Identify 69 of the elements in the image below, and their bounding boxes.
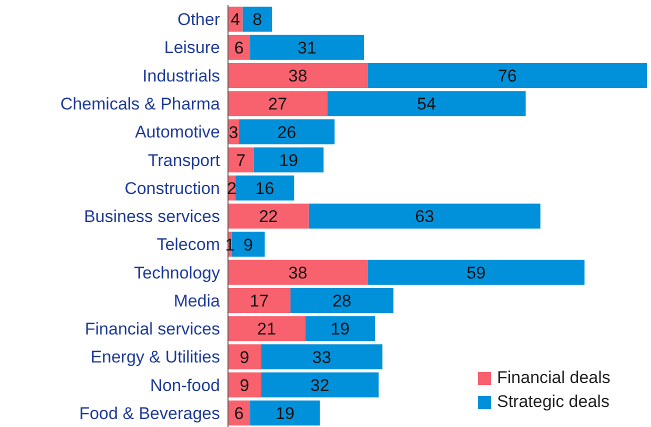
data-label: 4 <box>230 10 240 30</box>
data-label: 21 <box>257 320 276 339</box>
bar <box>250 34 364 60</box>
data-label: 19 <box>279 150 298 170</box>
data-label: 38 <box>288 263 308 282</box>
legend-label: Financial deals <box>497 368 610 388</box>
bar <box>254 147 324 172</box>
y-tick-label: Financial services <box>84 320 220 339</box>
y-tick-label: Energy & Utilities <box>90 348 220 367</box>
bar <box>228 344 262 370</box>
legend-label: Strategic deals <box>497 392 610 412</box>
data-label: 9 <box>240 376 250 395</box>
data-label: 54 <box>417 94 436 114</box>
data-label: 22 <box>258 207 278 226</box>
bar <box>228 147 254 172</box>
y-tick-label: Food & Beverages <box>79 404 220 423</box>
data-label: 7 <box>236 150 246 170</box>
data-label: 1 <box>225 235 235 254</box>
data-label: 38 <box>288 66 308 86</box>
data-label: 16 <box>255 179 274 198</box>
data-label: 19 <box>330 320 350 339</box>
bar <box>228 204 309 229</box>
y-tick-label: Other <box>177 10 220 30</box>
data-label: 9 <box>243 235 253 254</box>
bar <box>239 119 335 144</box>
bar <box>305 316 376 342</box>
y-tick-label: Industrials <box>142 66 220 86</box>
data-label: 31 <box>298 38 316 58</box>
y-tick-label: Construction <box>124 178 220 198</box>
bar <box>228 91 328 116</box>
bar <box>228 260 368 285</box>
bar <box>228 372 262 398</box>
bar <box>368 62 647 88</box>
bar <box>228 62 368 88</box>
bar <box>327 91 526 116</box>
bar <box>228 316 306 342</box>
y-tick-label: Transport <box>148 150 220 170</box>
bar <box>242 6 272 32</box>
data-label: 26 <box>277 122 296 142</box>
data-label: 19 <box>276 404 294 424</box>
data-label: 28 <box>332 292 352 311</box>
y-tick-label: Telecom <box>156 235 220 254</box>
bar <box>228 288 290 314</box>
data-label: 27 <box>268 94 288 114</box>
y-tick-label: Chemicals & Pharma <box>60 94 221 114</box>
data-label: 59 <box>466 263 486 282</box>
data-label: 3 <box>228 122 238 142</box>
y-tick-label: Business services <box>84 207 220 226</box>
data-label: 9 <box>240 348 250 367</box>
bar <box>261 372 379 398</box>
data-label: 32 <box>310 376 330 395</box>
data-label: 8 <box>252 10 262 30</box>
data-label: 6 <box>234 404 244 424</box>
data-label: 6 <box>234 38 244 58</box>
data-label: 63 <box>415 207 434 226</box>
data-label: 33 <box>312 348 332 367</box>
data-label: 76 <box>498 66 517 86</box>
data-label: 17 <box>250 292 269 311</box>
bar <box>290 288 394 314</box>
bar <box>261 344 382 370</box>
bar <box>235 175 294 200</box>
bar <box>308 204 540 229</box>
y-tick-label: Non-food <box>150 376 220 395</box>
y-tick-label: Leisure <box>164 38 220 58</box>
y-tick-label: Technology <box>134 263 220 282</box>
bar <box>368 260 585 285</box>
bar <box>250 400 320 426</box>
y-tick-label: Media <box>174 291 221 310</box>
y-tick-label: Automotive <box>134 122 220 142</box>
